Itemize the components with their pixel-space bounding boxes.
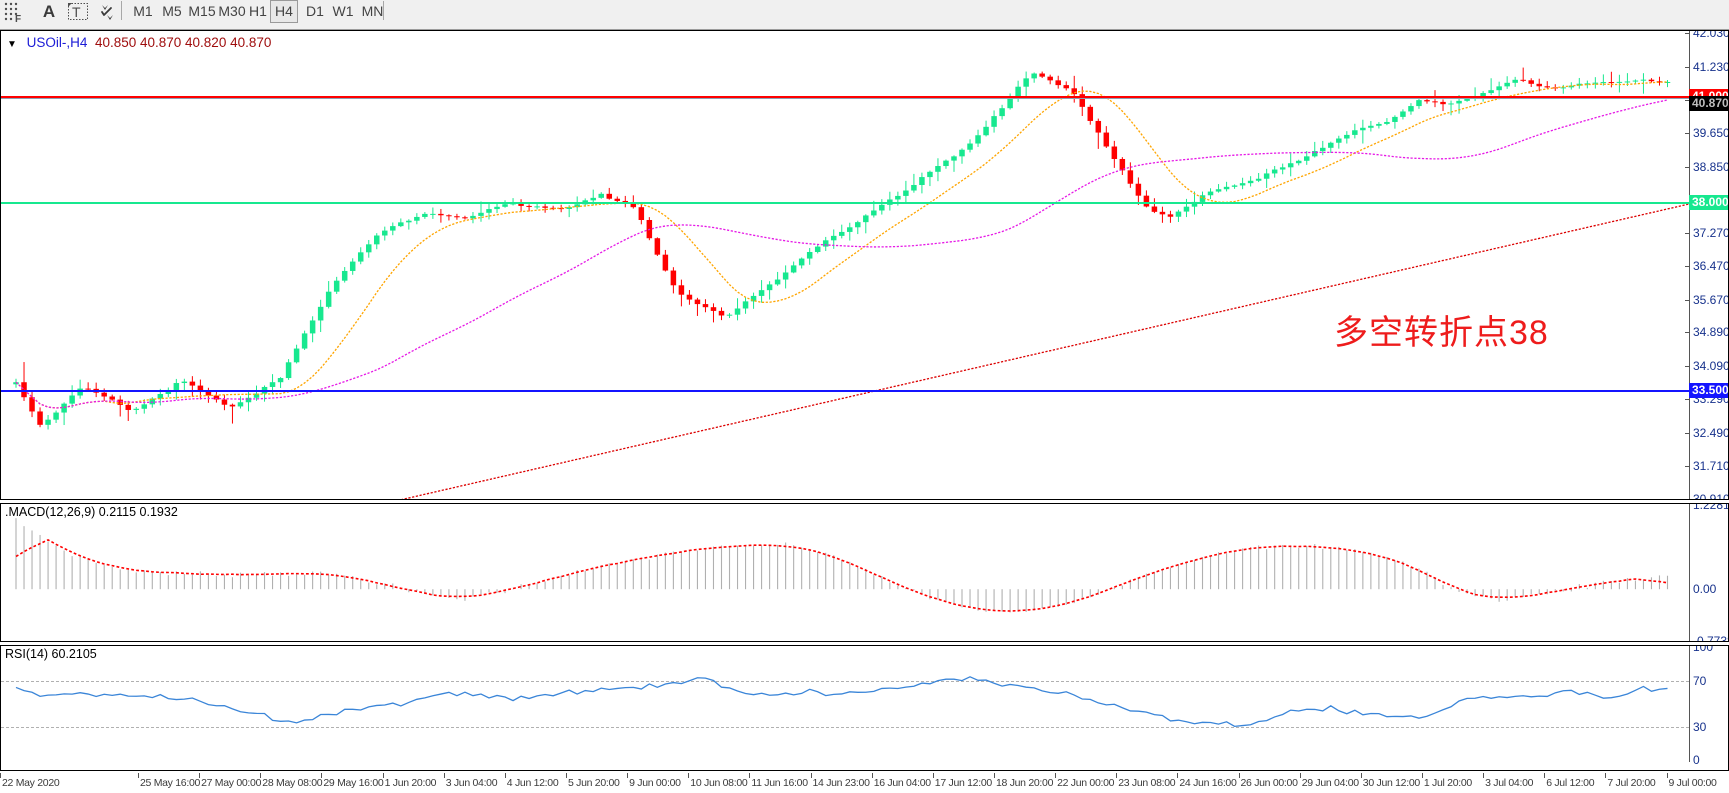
svg-text:T: T <box>72 4 81 20</box>
svg-text:F: F <box>15 14 21 22</box>
